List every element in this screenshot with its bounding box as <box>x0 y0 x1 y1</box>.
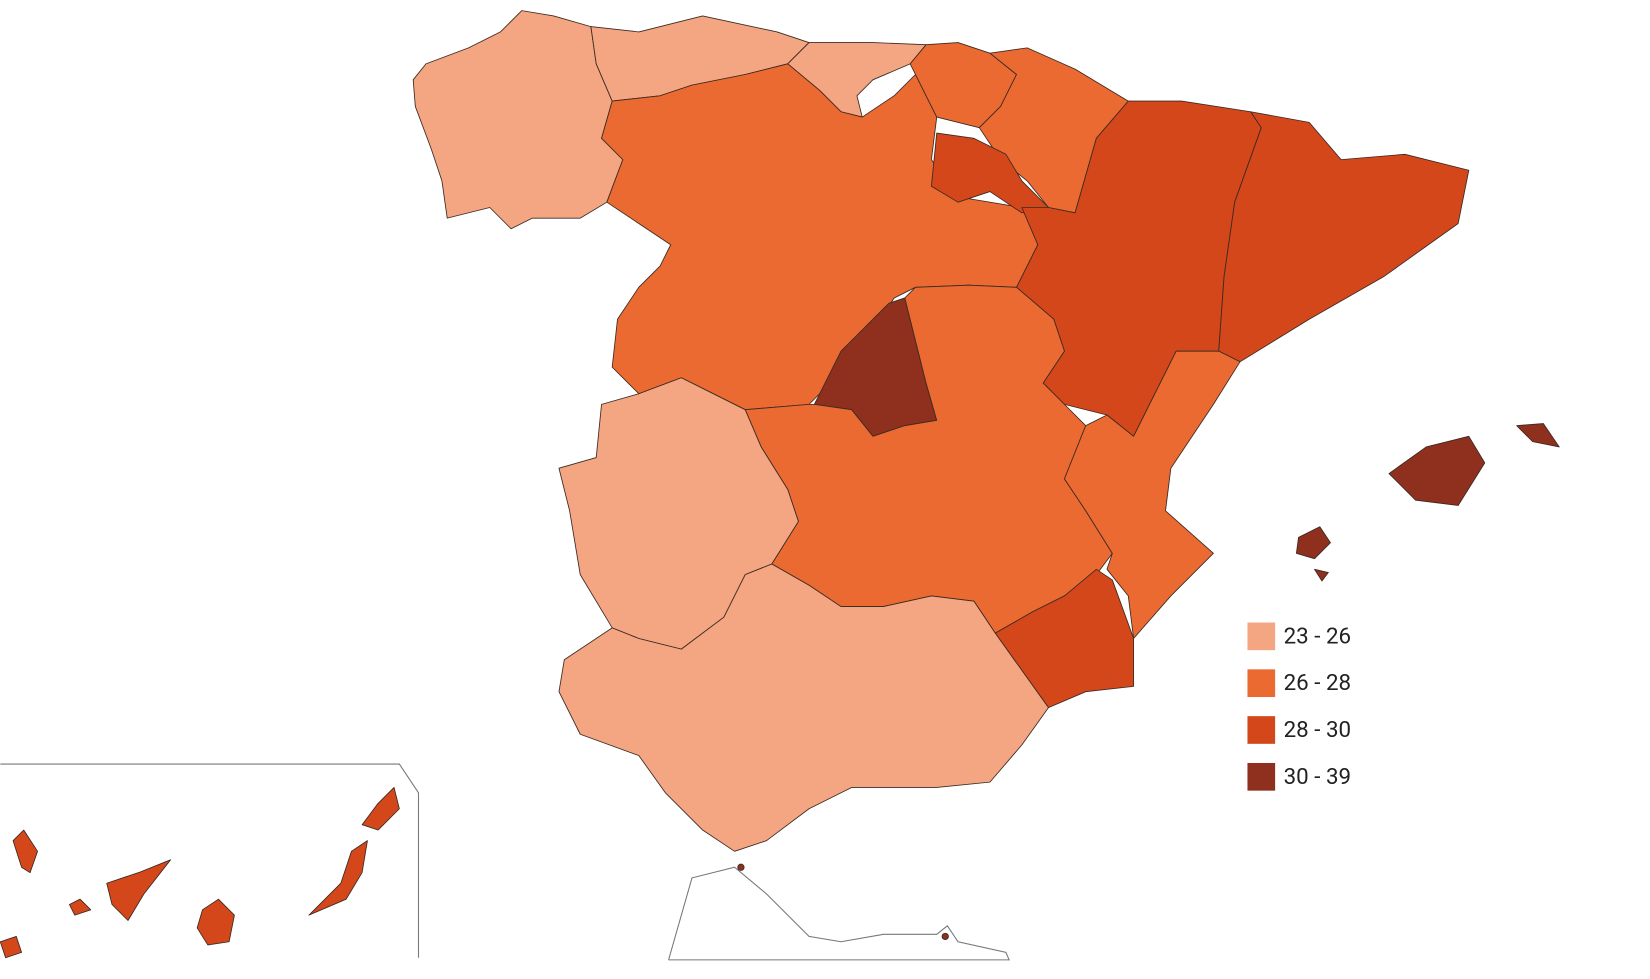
region <box>106 859 171 921</box>
legend-swatch <box>1247 622 1276 651</box>
legend-label: 26 - 28 <box>1284 670 1351 696</box>
region <box>737 863 745 871</box>
inset-frame <box>0 763 420 958</box>
legend-label: 30 - 39 <box>1284 764 1351 790</box>
region <box>69 898 92 916</box>
region <box>196 898 235 946</box>
legend-label: 23 - 26 <box>1284 623 1351 649</box>
region <box>941 932 949 941</box>
region <box>361 787 400 831</box>
region <box>12 829 38 874</box>
region <box>1295 526 1331 560</box>
region <box>1314 568 1329 582</box>
region <box>558 563 1049 852</box>
legend-swatch <box>1247 762 1276 791</box>
legend: 23 - 26 26 - 28 28 - 30 30 - 39 <box>1247 622 1351 791</box>
legend-swatch <box>1247 669 1276 698</box>
legend-swatch <box>1247 716 1276 744</box>
region <box>1388 435 1486 506</box>
region <box>412 10 624 230</box>
region <box>0 936 23 959</box>
region <box>308 840 368 916</box>
region <box>1516 423 1560 448</box>
africa-outline <box>668 866 1010 961</box>
region <box>1064 350 1241 639</box>
legend-label: 28 - 30 <box>1284 717 1351 743</box>
region <box>1218 111 1470 363</box>
regions <box>0 10 1560 959</box>
